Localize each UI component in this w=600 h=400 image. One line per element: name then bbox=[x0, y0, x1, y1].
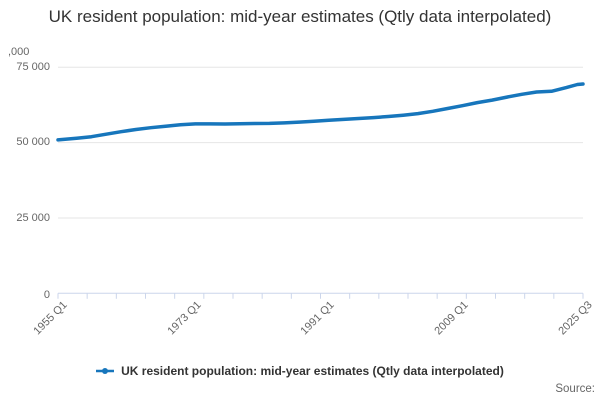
legend-label: UK resident population: mid-year estimat… bbox=[121, 364, 504, 378]
legend-item[interactable]: UK resident population: mid-year estimat… bbox=[0, 364, 600, 378]
chart-title: UK resident population: mid-year estimat… bbox=[48, 7, 552, 26]
y-axis-tick-label: 25 000 bbox=[16, 212, 50, 224]
y-axis-tick-label: 0 bbox=[43, 289, 50, 301]
series-line[interactable] bbox=[56, 82, 585, 142]
y-axis-unit-label: ,000 bbox=[8, 46, 30, 58]
source-label: Source: bbox=[555, 383, 595, 395]
y-axis-tick-label: 75 000 bbox=[16, 61, 50, 73]
legend-line-marker-icon bbox=[96, 368, 115, 374]
y-axis-tick-label: 50 000 bbox=[16, 136, 50, 148]
